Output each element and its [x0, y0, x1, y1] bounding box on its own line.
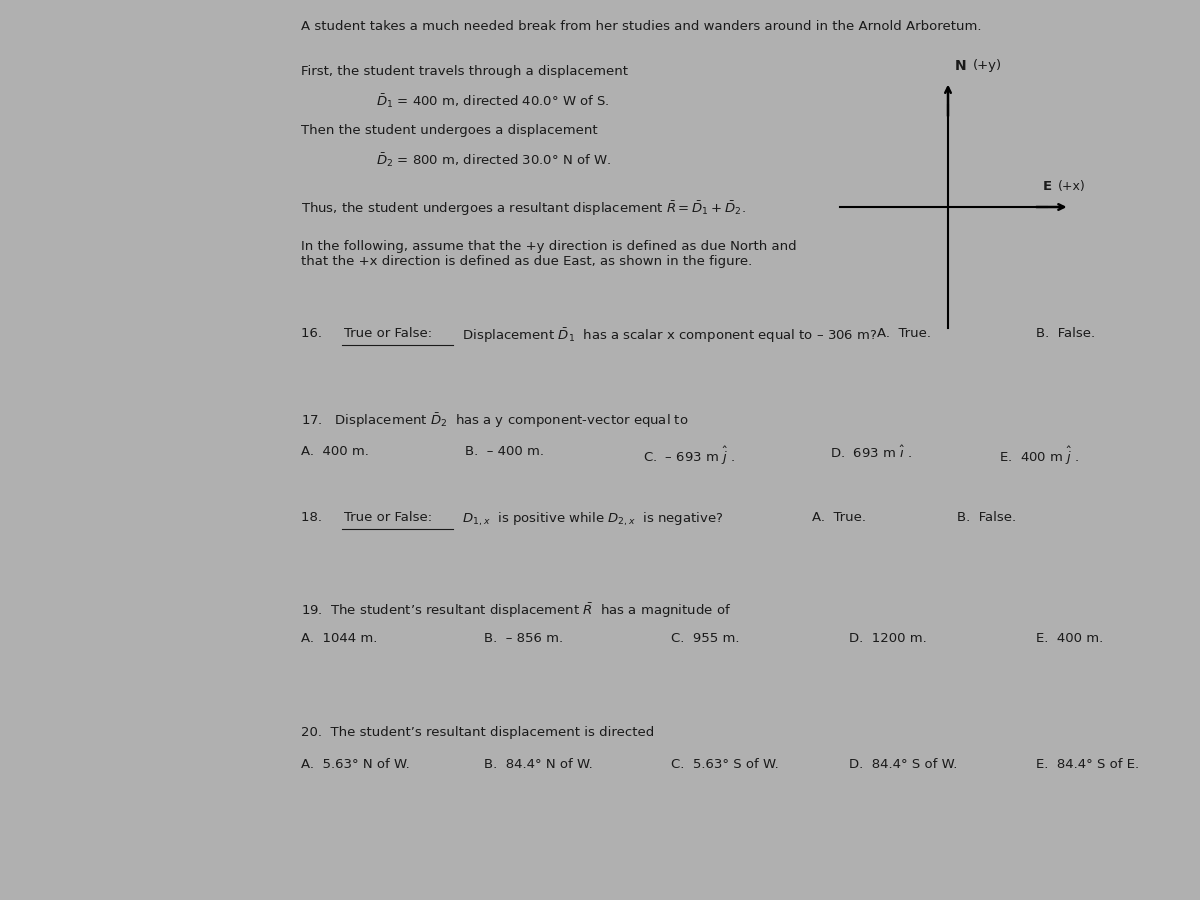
Text: A.  5.63° N of W.: A. 5.63° N of W. [301, 758, 410, 770]
Text: $D_{1,x}$  is positive while $D_{2,x}$  is negative?: $D_{1,x}$ is positive while $D_{2,x}$ is… [454, 511, 724, 528]
Text: A.  400 m.: A. 400 m. [301, 445, 370, 457]
Text: D.  693 m $\hat{\imath}$ .: D. 693 m $\hat{\imath}$ . [830, 445, 912, 461]
Text: B.  False.: B. False. [1036, 327, 1096, 339]
Text: C.  5.63° S of W.: C. 5.63° S of W. [671, 758, 779, 770]
Text: B.  – 856 m.: B. – 856 m. [484, 632, 563, 644]
Text: $\bar{D}_2$ = 800 m, directed 30.0° N of W.: $\bar{D}_2$ = 800 m, directed 30.0° N of… [377, 151, 612, 169]
Text: A student takes a much needed break from her studies and wanders around in the A: A student takes a much needed break from… [301, 20, 982, 32]
Text: B.  False.: B. False. [956, 511, 1015, 524]
Text: $\bar{D}_1$ = 400 m, directed 40.0° W of S.: $\bar{D}_1$ = 400 m, directed 40.0° W of… [377, 92, 610, 110]
Text: A.  True.: A. True. [877, 327, 931, 339]
Text: C.  955 m.: C. 955 m. [671, 632, 739, 644]
Text: 18.: 18. [301, 511, 331, 524]
Text: D.  1200 m.: D. 1200 m. [850, 632, 926, 644]
Text: D.  84.4° S of W.: D. 84.4° S of W. [850, 758, 958, 770]
Text: 16.: 16. [301, 327, 331, 339]
Text: B.  84.4° N of W.: B. 84.4° N of W. [484, 758, 593, 770]
Text: E.  400 m.: E. 400 m. [1036, 632, 1104, 644]
Text: N: N [954, 58, 966, 73]
Text: Then the student undergoes a displacement: Then the student undergoes a displacemen… [301, 124, 598, 137]
Text: A.  1044 m.: A. 1044 m. [301, 632, 378, 644]
Text: B.  – 400 m.: B. – 400 m. [466, 445, 545, 457]
Text: Thus, the student undergoes a resultant displacement $\bar{R}=\bar{D}_1 + \bar{D: Thus, the student undergoes a resultant … [301, 200, 746, 219]
Text: Displacement $\bar{D}_1$  has a scalar x component equal to – 306 m?: Displacement $\bar{D}_1$ has a scalar x … [454, 327, 877, 346]
Text: True or False:: True or False: [343, 327, 432, 339]
Text: A.  True.: A. True. [811, 511, 865, 524]
Text: E.  400 m $\hat{j}$ .: E. 400 m $\hat{j}$ . [998, 445, 1079, 467]
Text: (+x): (+x) [1058, 180, 1086, 194]
Text: 17.   Displacement $\bar{D}_2$  has a y component-vector equal to: 17. Displacement $\bar{D}_2$ has a y com… [301, 411, 689, 430]
Text: 19.  The student’s resultant displacement $\bar{R}$  has a magnitude of: 19. The student’s resultant displacement… [301, 601, 732, 620]
Text: True or False:: True or False: [343, 511, 432, 524]
Text: C.  – 693 m $\hat{j}$ .: C. – 693 m $\hat{j}$ . [643, 445, 736, 467]
Text: E: E [1043, 180, 1051, 194]
Text: (+y): (+y) [973, 59, 1002, 72]
Text: 20.  The student’s resultant displacement is directed: 20. The student’s resultant displacement… [301, 726, 655, 739]
Text: First, the student travels through a displacement: First, the student travels through a dis… [301, 65, 629, 77]
Text: In the following, assume that the +y direction is defined as due North and
that : In the following, assume that the +y dir… [301, 240, 797, 268]
Text: E.  84.4° S of E.: E. 84.4° S of E. [1036, 758, 1139, 770]
